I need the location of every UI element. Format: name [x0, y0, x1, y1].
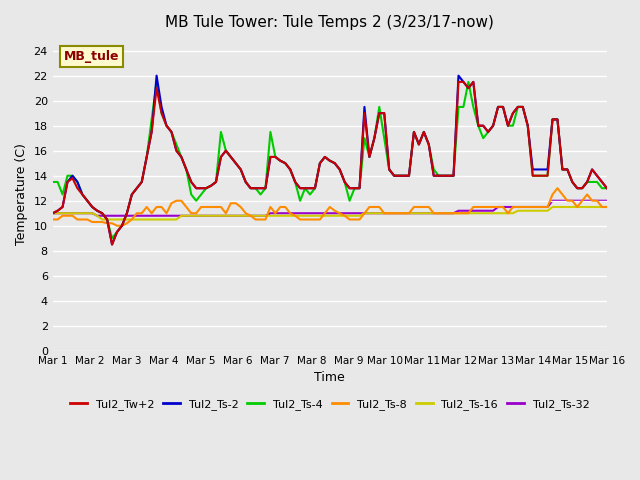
X-axis label: Time: Time — [314, 371, 345, 384]
Legend: Tul2_Tw+2, Tul2_Ts-2, Tul2_Ts-4, Tul2_Ts-8, Tul2_Ts-16, Tul2_Ts-32: Tul2_Tw+2, Tul2_Ts-2, Tul2_Ts-4, Tul2_Ts… — [66, 394, 594, 414]
Title: MB Tule Tower: Tule Temps 2 (3/23/17-now): MB Tule Tower: Tule Temps 2 (3/23/17-now… — [165, 15, 494, 30]
Y-axis label: Temperature (C): Temperature (C) — [15, 144, 28, 245]
Text: MB_tule: MB_tule — [64, 50, 119, 63]
